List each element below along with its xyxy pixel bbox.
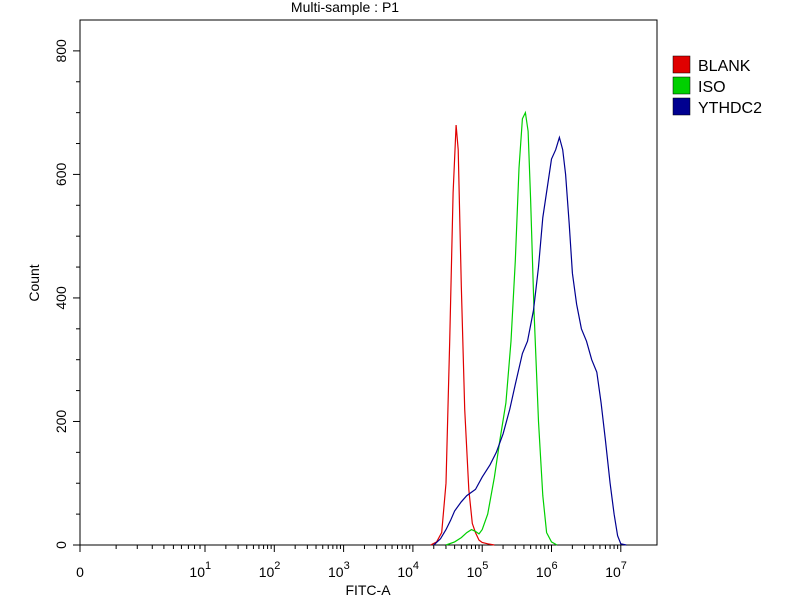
legend-swatch — [672, 76, 691, 95]
y-tick-label: 600 — [53, 163, 69, 187]
x-tick-label: 10 — [189, 564, 205, 580]
x-tick-label: 10 — [605, 564, 621, 580]
x-tick-exponent: 4 — [413, 560, 419, 572]
legend-label: ISO — [698, 79, 726, 96]
x-tick-exponent: 6 — [552, 560, 558, 572]
x-tick-exponent: 2 — [274, 560, 280, 572]
x-axis-label: FITC-A — [345, 582, 391, 598]
x-tick-exponent: 7 — [621, 560, 627, 572]
legend-label: YTHDC2 — [698, 100, 762, 117]
legend: BLANK ISO YTHDC2 — [672, 55, 762, 117]
legend-swatch — [672, 97, 691, 116]
y-axis-ticks: 0 200 400 600 800 — [53, 39, 80, 549]
y-axis-label: Count — [26, 264, 42, 301]
x-tick-label: 10 — [328, 564, 344, 580]
series-line-blank — [430, 124, 495, 546]
x-axis-ticks: 0 10 1 10 2 10 3 10 4 10 5 10 6 10 7 — [76, 545, 627, 580]
chart-title: Multi-sample : P1 — [291, 0, 399, 15]
series-line-iso — [445, 110, 558, 546]
plot-frame — [79, 19, 658, 546]
x-tick-label: 0 — [76, 564, 84, 580]
y-tick-label: 400 — [53, 286, 69, 310]
x-tick-label: 10 — [259, 564, 275, 580]
series-layer — [430, 110, 627, 546]
x-tick-exponent: 5 — [482, 560, 488, 572]
y-tick-label: 0 — [53, 541, 69, 549]
x-tick-label: 10 — [397, 564, 413, 580]
legend-label: BLANK — [698, 58, 751, 75]
legend-swatch — [672, 55, 691, 74]
y-tick-label: 800 — [53, 39, 69, 63]
x-tick-label: 10 — [536, 564, 552, 580]
x-tick-exponent: 3 — [344, 560, 350, 572]
series-line-ythdc2 — [433, 135, 627, 546]
y-tick-label: 200 — [53, 410, 69, 434]
x-tick-label: 10 — [467, 564, 483, 580]
x-tick-exponent: 1 — [205, 560, 211, 572]
